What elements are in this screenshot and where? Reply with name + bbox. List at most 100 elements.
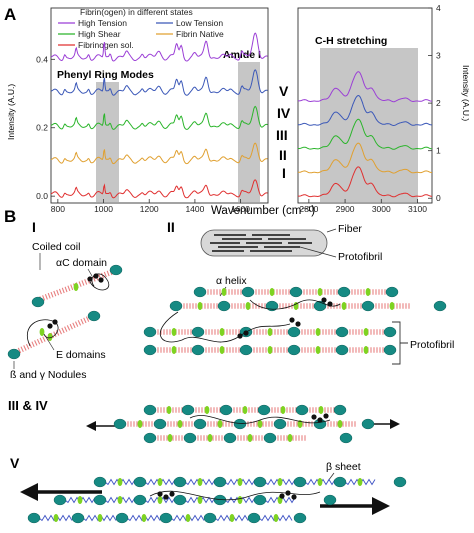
- ii-row3-e-0: [171, 328, 177, 336]
- ii-row1-nodule-0: [193, 286, 207, 298]
- label-coiled-coil: Coiled coil: [32, 241, 80, 253]
- v-blob-4: [279, 493, 285, 499]
- y-tick-label-right-4: 4: [436, 3, 441, 13]
- ii-blob-3: [289, 317, 295, 323]
- ii-row1-e-0: [221, 288, 227, 296]
- ii-row4-nodule-end: [383, 344, 397, 356]
- roman-label-iv: IV: [277, 105, 291, 121]
- spectra-curves: [50, 32, 433, 199]
- label-e-domains: E domains: [56, 349, 106, 361]
- v-row1-e-1: [157, 478, 163, 486]
- ii-row2-nodule-4: [361, 300, 375, 312]
- iii-row2-nodule-1: [153, 418, 167, 430]
- ii-row4-e-2: [267, 346, 273, 354]
- v-row1-nodule-end: [393, 476, 407, 488]
- iii-row1-nodule-1: [181, 404, 195, 416]
- ii-row4-e-3: [315, 346, 321, 354]
- band-label-ch: C-H stretching: [315, 35, 387, 47]
- ii-blob-2: [243, 330, 249, 336]
- v-row1-nodule-0: [93, 476, 107, 488]
- ii-row1-nodule-3: [337, 286, 351, 298]
- v-row2-nodule-end: [323, 494, 337, 506]
- y-tick-label-right-2: 2: [436, 98, 441, 108]
- ii-row1-e-3: [365, 288, 371, 296]
- iii-row1-e-1: [204, 406, 210, 414]
- x-tick-label-left-1: 1000: [94, 204, 113, 214]
- molecule-i-e-domain-a: [47, 333, 53, 341]
- fiber-capsule: [200, 228, 337, 258]
- y-axis-label-right: Intensity (A.U.): [461, 65, 471, 121]
- v-blob-6: [291, 494, 297, 500]
- spectrum-left-4: [50, 142, 268, 165]
- x-tick-label-right-1: 2900: [336, 204, 355, 214]
- iii-blob-1: [311, 414, 317, 420]
- ii-row4-e-0: [171, 346, 177, 354]
- ii-row2-nodule-1: [217, 300, 231, 312]
- v-row1-e-5: [317, 478, 323, 486]
- ii-row3-nodule-end: [383, 326, 397, 338]
- legend-label-fibrinogen-sol: Fibrinogen sol.: [78, 40, 134, 50]
- ii-row3-nodule-4: [335, 326, 349, 338]
- x-tick-label-left-3: 1400: [185, 204, 204, 214]
- ii-row1-nodule-2: [289, 286, 303, 298]
- ii-row3-e-4: [363, 328, 369, 336]
- v-row2-e-1: [117, 496, 123, 504]
- ii-row1-e-1: [269, 288, 275, 296]
- ii-row2-nodule-0: [169, 300, 183, 312]
- iii-row3-nodule-end: [339, 432, 353, 444]
- ii-blob-6: [327, 301, 333, 307]
- iii-row3-nodule-3: [263, 432, 277, 444]
- v-row3-e-0: [53, 514, 59, 522]
- v-row2-nodule-5: [253, 494, 267, 506]
- molecule-i-blob-b2: [93, 273, 99, 279]
- arrows: [20, 419, 400, 515]
- ii-alphac-wire1: [159, 311, 291, 343]
- arrow-head-right-v: [372, 497, 390, 515]
- left-axes-frame: [50, 7, 269, 204]
- legend-label-low-tension: Low Tension: [176, 18, 223, 28]
- ii-row2-e-2: [293, 302, 299, 310]
- iii-row3-nodule-2: [223, 432, 237, 444]
- x-tick-label-right-0: 2800: [299, 204, 318, 214]
- legend-label-high-tension: High Tension: [78, 18, 127, 28]
- iii-row1-e-0: [166, 406, 172, 414]
- iii-row3-e-3: [287, 434, 293, 442]
- ii-row4-e-1: [219, 346, 225, 354]
- iii-row1-nodule-end: [333, 404, 347, 416]
- molecule-i-nodule-b2: [109, 264, 123, 276]
- v-row2-nodule-2: [133, 494, 147, 506]
- v-row3-nodule-1: [71, 512, 85, 524]
- iii-row3-nodule-0: [143, 432, 157, 444]
- iii-row3-e-1: [207, 434, 213, 442]
- label-protofibril-side: Protofibril: [410, 339, 454, 351]
- iii-row3-e-2: [247, 434, 253, 442]
- v-blob-3: [169, 491, 175, 497]
- v-row2-e-2: [157, 496, 163, 504]
- v-row3-nodule-0: [27, 512, 41, 524]
- ii-row4-e-4: [363, 346, 369, 354]
- phenyl-band-shade: [96, 82, 119, 202]
- spectrum-right-1: [298, 71, 433, 103]
- iii-alphac-wire: [189, 415, 331, 424]
- roman-label-iii: III: [276, 127, 288, 143]
- x-tick-label-right-3: 3100: [408, 204, 427, 214]
- y-tick-label-left-0: 0.0: [36, 191, 48, 201]
- molecule-i-nodule-a1: [7, 348, 21, 360]
- ii-row4-nodule-2: [239, 344, 253, 356]
- iii-row2-nodule-4: [273, 418, 287, 430]
- ii-row4-nodule-1: [191, 344, 205, 356]
- axis-ticks: 800 1000 1200 1400 1600 2800 2900 3000 3100 0.0 0.…: [36, 3, 441, 214]
- label-protofibril-top: Protofibril: [338, 251, 382, 263]
- iii-row1-e-2: [242, 406, 248, 414]
- arrow-head-left-iii-iv: [86, 421, 96, 431]
- x-tick-label-left-4: 1600: [231, 204, 250, 214]
- iii-row1-nodule-2: [219, 404, 233, 416]
- y-axis-label-left: Intensity (A.U.): [6, 84, 16, 140]
- molecule-i-blob-a1: [52, 319, 58, 325]
- v-row1-nodule-6: [333, 476, 347, 488]
- ii-row3-nodule-3: [287, 326, 301, 338]
- ii-blob-4: [295, 321, 301, 327]
- iii-row2-e-0: [137, 420, 143, 428]
- v-row3-nodule-5: [247, 512, 261, 524]
- ii-row1-nodule-end: [385, 286, 399, 298]
